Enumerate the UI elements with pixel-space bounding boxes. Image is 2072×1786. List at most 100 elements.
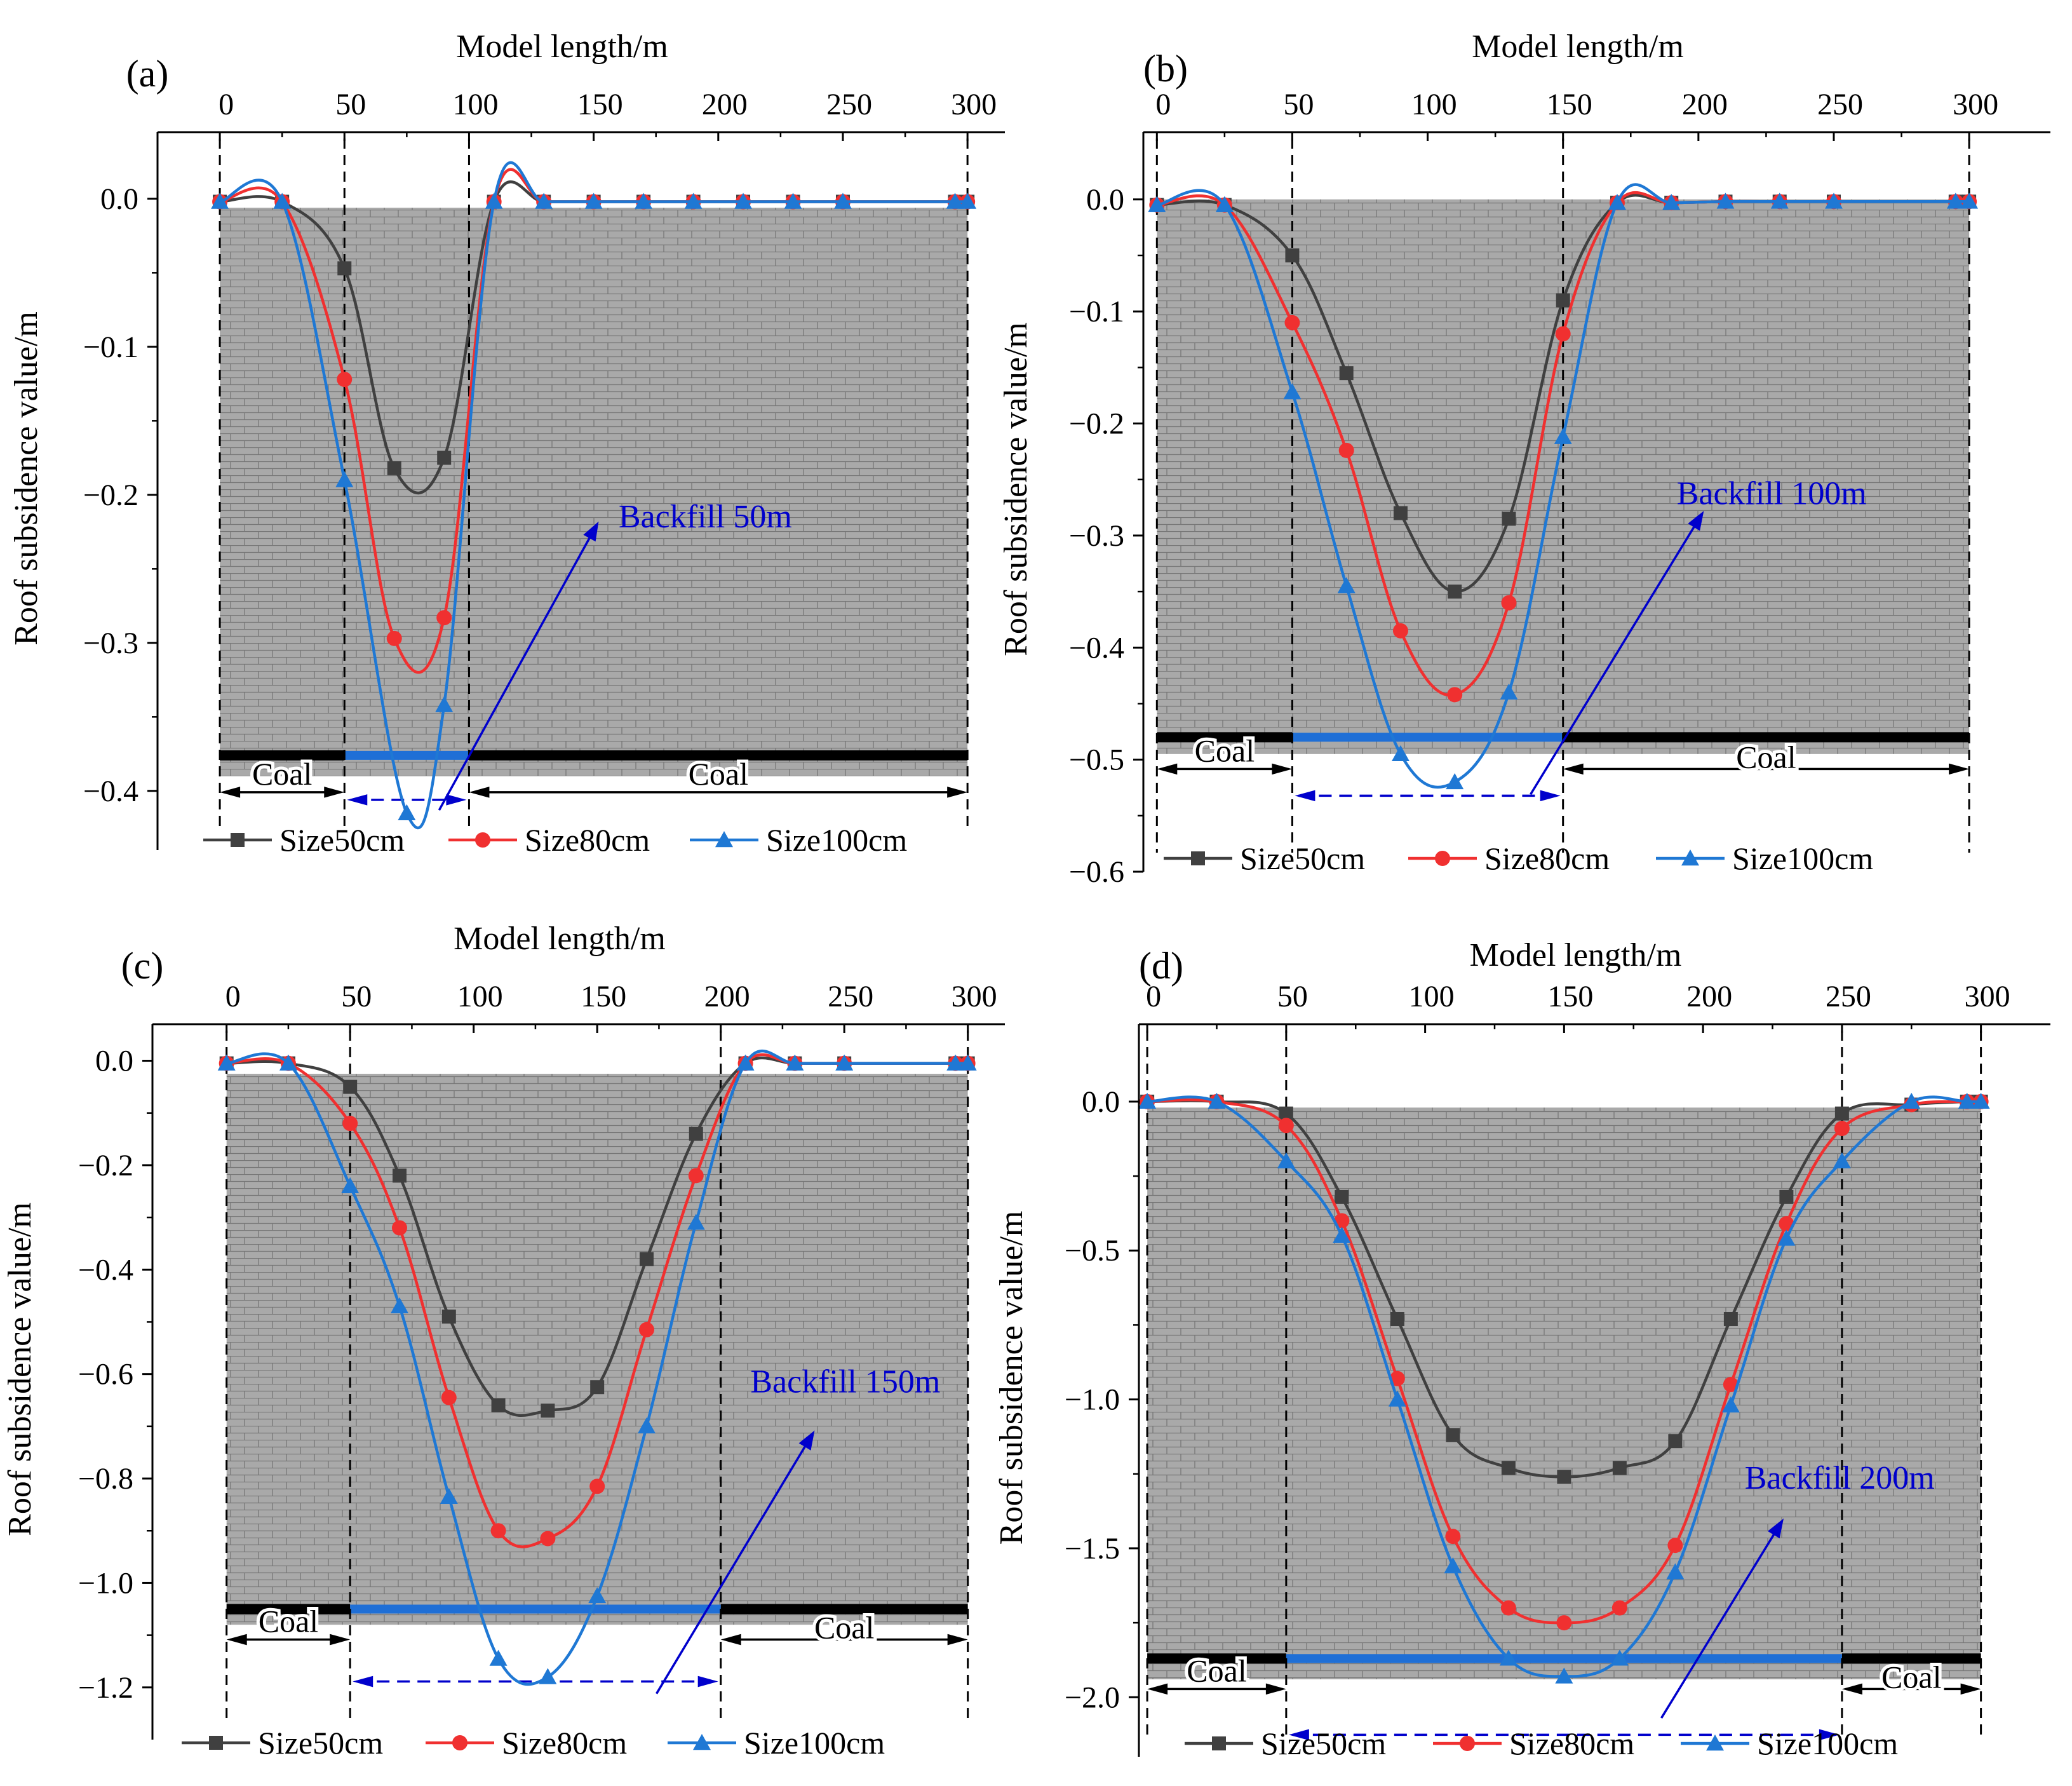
y-tick-label: −1.2	[78, 1671, 133, 1705]
backfill-range-arrow-head-left	[1288, 1729, 1309, 1741]
coal-left-arrow-head-right	[330, 1634, 351, 1646]
legend-label-size100cm: Size100cm	[766, 822, 907, 858]
y-tick-label: −0.5	[1065, 1234, 1120, 1268]
x-tick-label: 150	[1547, 88, 1592, 121]
x-tick-label: 50	[1283, 88, 1314, 121]
y-tick-label: −0.1	[83, 330, 138, 364]
data-point-triangle	[489, 1649, 508, 1666]
x-tick-label: 100	[452, 88, 498, 121]
backfill-range-arrow-head-right	[697, 1675, 718, 1688]
panel-label: (d)	[1139, 945, 1183, 987]
coal-label-right: Coal	[1881, 1659, 1941, 1695]
data-point-circle	[436, 610, 452, 626]
x-tick-label: 300	[952, 980, 997, 1013]
legend-label-size100cm: Size100cm	[1732, 841, 1873, 876]
data-point-circle	[342, 1116, 358, 1132]
data-point-square	[437, 450, 452, 465]
data-point-circle	[1389, 1370, 1405, 1386]
panel-label: (b)	[1143, 48, 1188, 90]
backfill-seam	[350, 1604, 721, 1614]
data-point-circle	[1278, 1118, 1294, 1133]
y-axis-title: Roof subsidence value/m	[2, 1202, 38, 1536]
x-tick-label: 0	[225, 980, 241, 1013]
data-point-square	[1668, 1434, 1683, 1449]
chart-panel-b: Coal Coal Backfill 100m 0 50 100 150 200 250 300 0…	[998, 29, 2050, 889]
data-point-triangle	[1208, 1092, 1226, 1109]
data-point-triangle	[398, 804, 416, 820]
x-axis-title: Model length/m	[1470, 937, 1682, 973]
data-point-triangle	[1770, 193, 1789, 209]
legend-label-size100cm: Size100cm	[1757, 1726, 1898, 1761]
data-point-triangle	[1610, 1649, 1629, 1666]
backfill-seam	[1292, 733, 1563, 742]
data-point-triangle	[1215, 196, 1234, 212]
annotation-arrow-line	[1660, 1529, 1779, 1719]
data-point-triangle	[1283, 383, 1302, 400]
data-point-circle	[1338, 442, 1354, 458]
coal-seam-left	[226, 1604, 351, 1614]
data-point-triangle	[588, 1586, 607, 1604]
y-tick-label: −1.5	[1065, 1532, 1120, 1566]
legend-label-size50cm: Size50cm	[258, 1725, 383, 1761]
data-point-square	[639, 1252, 654, 1266]
data-point-triangle	[687, 1214, 705, 1230]
coal-left-arrow-head-right	[1265, 1683, 1286, 1695]
data-point-triangle	[1148, 196, 1166, 212]
backfill-range-arrow-head-left	[1295, 790, 1315, 802]
data-point-triangle	[341, 1177, 360, 1193]
coal-right-arrow-head-right	[947, 787, 968, 798]
data-point-circle	[540, 1531, 556, 1546]
y-tick-label: −0.3	[83, 626, 138, 660]
data-point-circle	[490, 1523, 506, 1539]
data-point-triangle	[1333, 1226, 1351, 1243]
data-point-triangle	[211, 193, 229, 209]
x-tick-label: 100	[457, 980, 503, 1013]
data-point-triangle	[1960, 193, 1979, 209]
data-point-square	[1393, 506, 1408, 520]
y-tick-label: −0.2	[1069, 407, 1124, 441]
data-point-circle	[1392, 623, 1408, 639]
coal-seam-right	[469, 750, 968, 761]
y-tick-label: −0.5	[1069, 743, 1124, 777]
x-tick-label: 50	[1277, 980, 1308, 1013]
x-tick-label: 100	[1411, 88, 1457, 121]
data-point-triangle	[1554, 428, 1572, 444]
data-point-square	[1279, 1106, 1293, 1121]
data-point-triangle	[1500, 683, 1518, 700]
coal-right-arrow-head-left	[469, 787, 490, 798]
coal-seam-right	[720, 1604, 968, 1614]
annotation-arrow-head	[583, 521, 599, 542]
coal-label-left: Coal	[1187, 1653, 1246, 1688]
data-point-circle	[391, 1220, 407, 1236]
data-point-circle	[1500, 1600, 1516, 1616]
data-point-triangle	[693, 1734, 711, 1750]
data-point-square	[209, 1736, 223, 1750]
x-tick-label: 250	[1817, 88, 1863, 121]
data-point-triangle	[946, 193, 964, 209]
data-point-triangle	[1902, 1092, 1921, 1109]
coal-label-left: Coal	[1195, 733, 1255, 768]
data-point-square	[1285, 248, 1300, 262]
data-point-circle	[1834, 1121, 1850, 1137]
coal-right-arrow-head-left	[1841, 1683, 1862, 1695]
backfill-seam	[344, 750, 469, 760]
x-tick-label: 150	[577, 88, 623, 121]
y-tick-label: −0.4	[83, 775, 138, 808]
panel-label: (a)	[126, 53, 169, 95]
data-point-triangle	[440, 1487, 458, 1505]
panel-label: (c)	[121, 945, 164, 987]
data-point-circle	[452, 1735, 468, 1750]
data-point-triangle	[485, 193, 503, 209]
data-point-square	[1335, 1189, 1349, 1204]
x-tick-label: 200	[702, 88, 748, 121]
data-point-triangle	[1388, 1390, 1406, 1407]
data-point-triangle	[539, 1668, 557, 1684]
data-point-triangle	[946, 1054, 965, 1071]
backfill-range-arrow-head-right	[1540, 790, 1561, 802]
data-point-square	[231, 833, 245, 847]
x-tick-label: 300	[1965, 980, 2010, 1013]
coal-label-left: Coal	[252, 756, 312, 792]
data-point-triangle	[637, 1417, 656, 1434]
chart-panel-c: Coal Coal Backfill 150m 0 50 100 150 200 250 300 0…	[2, 921, 1005, 1761]
